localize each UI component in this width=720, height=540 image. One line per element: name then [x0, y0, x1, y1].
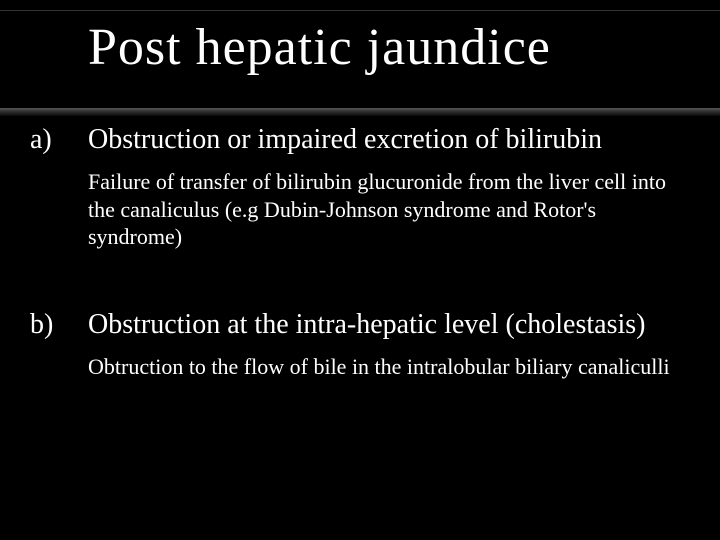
list-marker-b: b) [0, 307, 88, 343]
slide-title: Post hepatic jaundice [88, 18, 551, 77]
content-area: a) Obstruction or impaired excretion of … [0, 120, 720, 381]
item-body: Obtruction to the flow of bile in the in… [88, 353, 688, 381]
item-heading: Obstruction at the intra-hepatic level (… [88, 307, 688, 343]
item-heading: Obstruction or impaired excretion of bil… [88, 122, 688, 158]
list-item: b) Obstruction at the intra-hepatic leve… [0, 307, 720, 381]
title-underline-bar [0, 108, 720, 116]
item-row: a) Obstruction or impaired excretion of … [0, 122, 720, 158]
item-body: Failure of transfer of bilirubin glucuro… [88, 168, 688, 251]
list-item: a) Obstruction or impaired excretion of … [0, 122, 720, 251]
item-row: b) Obstruction at the intra-hepatic leve… [0, 307, 720, 343]
top-divider [0, 10, 720, 11]
list-marker-a: a) [0, 122, 88, 158]
